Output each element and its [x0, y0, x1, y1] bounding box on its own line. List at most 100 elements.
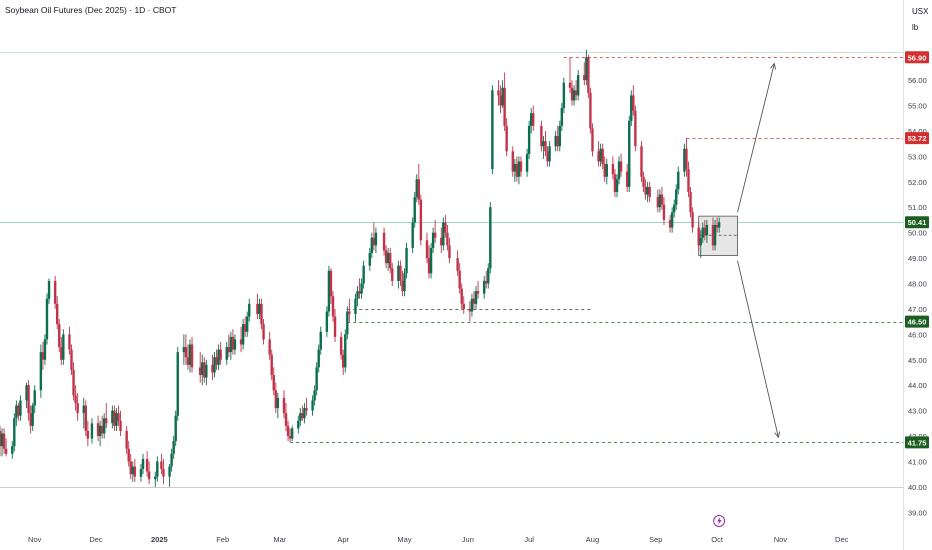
- candle[interactable]: [599, 148, 602, 162]
- candle[interactable]: [548, 146, 551, 162]
- candle[interactable]: [186, 357, 190, 365]
- candle[interactable]: [233, 339, 237, 350]
- candle[interactable]: [574, 90, 578, 96]
- candle[interactable]: [268, 339, 271, 355]
- candle[interactable]: [615, 179, 619, 192]
- candle[interactable]: [713, 225, 717, 246]
- candle[interactable]: [139, 469, 143, 477]
- candle[interactable]: [176, 352, 179, 416]
- candle[interactable]: [401, 280, 404, 292]
- candle[interactable]: [634, 110, 637, 147]
- candle[interactable]: [201, 362, 204, 376]
- candle[interactable]: [503, 87, 506, 126]
- candle[interactable]: [58, 324, 61, 348]
- candle[interactable]: [86, 430, 90, 439]
- candle[interactable]: [203, 362, 206, 378]
- candle[interactable]: [570, 87, 574, 101]
- candle[interactable]: [587, 57, 590, 93]
- candle[interactable]: [239, 339, 243, 345]
- candle[interactable]: [525, 153, 529, 172]
- candle[interactable]: [319, 331, 322, 350]
- candle[interactable]: [517, 161, 521, 177]
- candle[interactable]: [668, 219, 672, 228]
- candle[interactable]: [2, 433, 6, 449]
- candle[interactable]: [284, 413, 288, 426]
- candle[interactable]: [282, 397, 286, 414]
- candle[interactable]: [576, 75, 580, 96]
- candle[interactable]: [513, 164, 517, 172]
- candle[interactable]: [313, 390, 316, 401]
- candle[interactable]: [613, 174, 617, 192]
- candle[interactable]: [597, 151, 600, 162]
- candle[interactable]: [68, 334, 71, 350]
- candle[interactable]: [45, 298, 49, 340]
- candle[interactable]: [43, 339, 47, 360]
- candle[interactable]: [440, 237, 443, 246]
- candle[interactable]: [315, 367, 318, 391]
- candle[interactable]: [154, 476, 157, 480]
- candle[interactable]: [346, 311, 349, 335]
- candle[interactable]: [384, 250, 388, 264]
- candle[interactable]: [701, 227, 704, 238]
- candle[interactable]: [640, 146, 643, 177]
- candle[interactable]: [431, 232, 435, 248]
- candle[interactable]: [717, 222, 721, 228]
- candle[interactable]: [98, 425, 102, 437]
- candle[interactable]: [41, 352, 45, 360]
- candle[interactable]: [111, 410, 114, 424]
- candle[interactable]: [174, 415, 177, 442]
- candle[interactable]: [127, 448, 130, 462]
- candle[interactable]: [288, 436, 292, 439]
- candle[interactable]: [662, 204, 666, 220]
- candle[interactable]: [625, 171, 629, 187]
- candle[interactable]: [601, 148, 604, 165]
- candle[interactable]: [583, 75, 586, 81]
- candle[interactable]: [70, 349, 73, 370]
- candle[interactable]: [476, 291, 480, 294]
- candle[interactable]: [342, 354, 345, 368]
- candle[interactable]: [299, 413, 302, 421]
- candle[interactable]: [554, 136, 557, 147]
- candle[interactable]: [386, 252, 390, 264]
- candle[interactable]: [260, 303, 263, 325]
- candle[interactable]: [519, 161, 523, 172]
- candle[interactable]: [672, 204, 676, 213]
- candle[interactable]: [131, 466, 134, 475]
- candle[interactable]: [160, 461, 163, 470]
- candle[interactable]: [697, 227, 700, 246]
- candle[interactable]: [11, 446, 14, 454]
- candle[interactable]: [119, 420, 122, 431]
- candle[interactable]: [327, 270, 331, 312]
- candle[interactable]: [642, 176, 645, 187]
- candle[interactable]: [491, 90, 494, 170]
- candle[interactable]: [705, 225, 709, 236]
- candle[interactable]: [482, 280, 486, 294]
- candle[interactable]: [589, 92, 592, 129]
- candle[interactable]: [248, 303, 251, 317]
- candle[interactable]: [675, 189, 678, 205]
- candle[interactable]: [229, 336, 233, 353]
- candle[interactable]: [33, 390, 36, 406]
- candle[interactable]: [619, 161, 623, 172]
- candle[interactable]: [82, 405, 85, 414]
- candle[interactable]: [711, 225, 715, 246]
- price-label-tag[interactable]: [905, 51, 929, 64]
- candle[interactable]: [47, 280, 51, 299]
- candle[interactable]: [39, 352, 43, 391]
- candle[interactable]: [425, 240, 429, 259]
- candle[interactable]: [670, 212, 674, 228]
- candle[interactable]: [403, 273, 406, 292]
- candle[interactable]: [190, 344, 194, 368]
- candle[interactable]: [374, 232, 378, 246]
- candle[interactable]: [399, 265, 402, 281]
- candle[interactable]: [113, 410, 116, 426]
- candle[interactable]: [262, 324, 265, 340]
- candle[interactable]: [290, 428, 294, 439]
- candle[interactable]: [0, 430, 2, 447]
- candle[interactable]: [644, 186, 647, 195]
- candle[interactable]: [339, 336, 343, 355]
- candle[interactable]: [568, 82, 572, 88]
- candle[interactable]: [344, 334, 347, 368]
- candle[interactable]: [532, 113, 535, 126]
- candle[interactable]: [56, 303, 59, 325]
